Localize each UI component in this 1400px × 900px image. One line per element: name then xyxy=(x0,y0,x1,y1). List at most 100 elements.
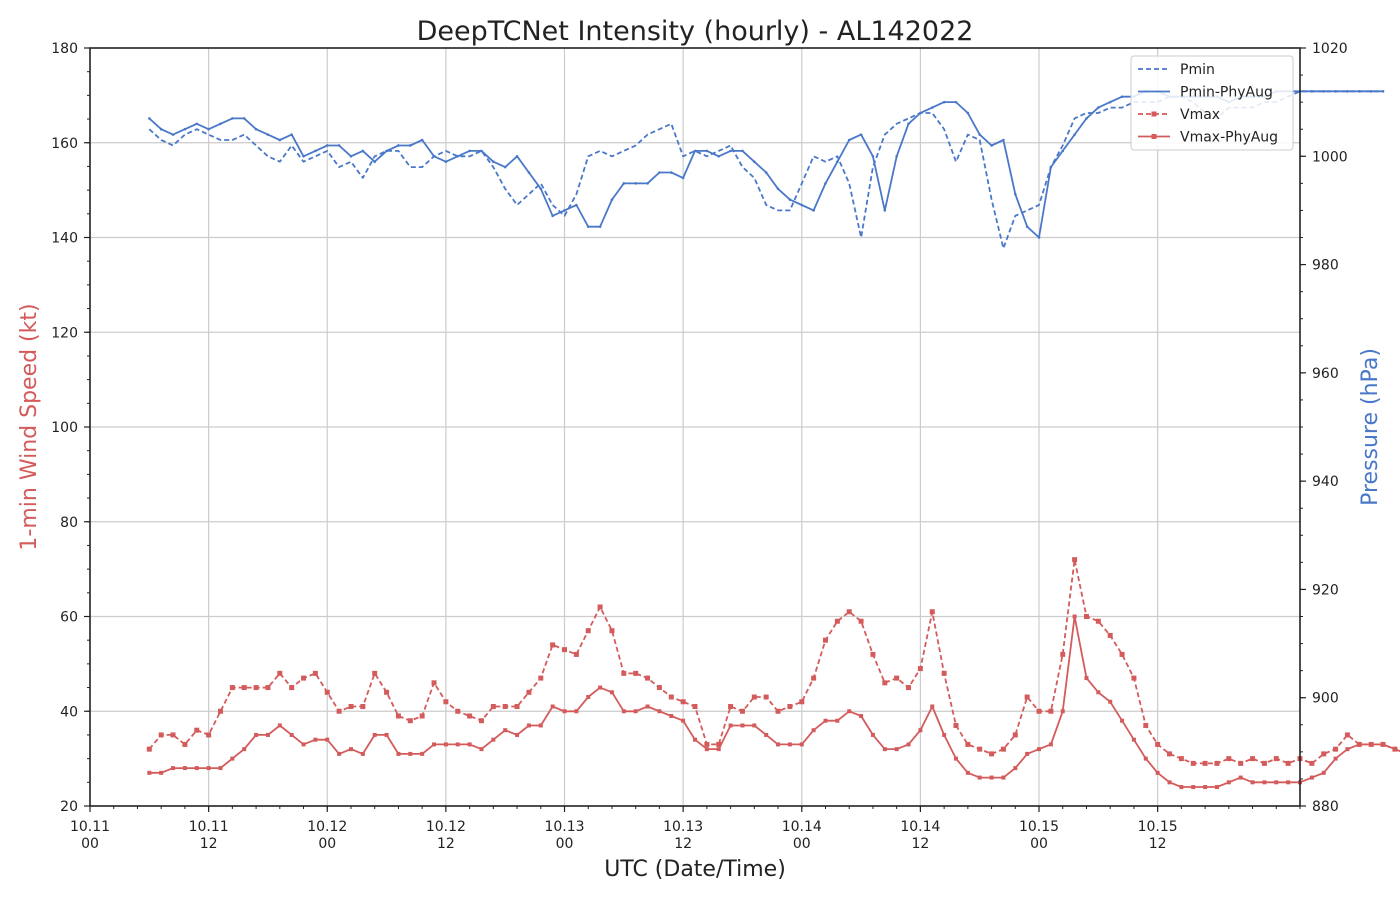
series-point-vmax xyxy=(206,732,212,738)
series-point-vmax xyxy=(1321,751,1327,757)
series-point-pmin-phyaug xyxy=(658,171,661,174)
series-point-vmax xyxy=(170,732,176,738)
series-point-pmin-phyaug xyxy=(480,149,483,153)
series-point-vmax xyxy=(502,704,508,710)
series-point-vmax xyxy=(763,694,769,700)
series-point-pmin-phyaug xyxy=(373,160,377,163)
series-point-vmax xyxy=(336,708,342,714)
series-point-vmax-phyaug xyxy=(265,732,270,737)
series-point-vmax-phyaug xyxy=(989,775,994,780)
series-point-vmax-phyaug xyxy=(1037,747,1042,752)
series-point-vmax-phyaug xyxy=(906,742,911,747)
series-point-pmin-phyaug xyxy=(764,171,768,174)
series-point-pmin-phyaug xyxy=(942,100,946,104)
x-axis-label: UTC (Date/Time) xyxy=(604,857,786,882)
series-point-pmin-phyaug xyxy=(776,187,780,191)
series-point-pmin-phyaug xyxy=(195,122,199,126)
y-left-tick-label: 100 xyxy=(51,420,78,436)
series-point-vmax xyxy=(941,670,947,676)
series-point-vmax xyxy=(217,708,223,714)
series-point-vmax-phyaug xyxy=(1001,775,1006,780)
series-point-vmax xyxy=(1119,651,1125,657)
series-point-vmax xyxy=(953,722,959,728)
series-point-vmax-phyaug xyxy=(1286,780,1291,785)
y-right-tick-label: 960 xyxy=(1312,366,1339,382)
series-point-pmin-phyaug xyxy=(527,171,531,174)
series-point-pmin-phyaug xyxy=(539,187,543,191)
series-point-vmax-phyaug xyxy=(681,718,686,723)
series-point-pmin-phyaug xyxy=(563,209,566,212)
series-point-vmax-phyaug xyxy=(230,756,235,761)
series-point-pmin-phyaug xyxy=(1073,133,1076,136)
series-point-pmin-phyaug xyxy=(919,111,922,115)
series-point-vmax xyxy=(301,675,307,681)
series-lines xyxy=(146,90,1400,790)
series-point-vmax xyxy=(194,727,200,733)
series-point-pmin-phyaug xyxy=(349,154,353,158)
grid xyxy=(90,48,1300,806)
series-point-pmin-phyaug xyxy=(1085,117,1088,120)
series-point-vmax-phyaug xyxy=(254,732,259,737)
series-point-vmax xyxy=(277,670,283,676)
series-point-vmax xyxy=(1309,760,1315,766)
series-point-vmax xyxy=(526,689,532,695)
series-point-vmax-phyaug xyxy=(313,737,318,742)
series-point-vmax-phyaug xyxy=(1167,780,1172,785)
series-point-pmin-phyaug xyxy=(1037,236,1041,239)
series-point-vmax-phyaug xyxy=(799,742,804,747)
series-point-pmin-phyaug xyxy=(990,144,993,147)
series-point-pmin-phyaug xyxy=(1049,165,1053,169)
series-pmin xyxy=(148,90,1383,250)
series-point-vmax-phyaug xyxy=(443,742,448,747)
series-point-vmax xyxy=(562,647,568,653)
y-left-tick-label: 40 xyxy=(60,704,78,720)
series-point-pmin-phyaug xyxy=(1334,90,1337,93)
series-point-vmax-phyaug xyxy=(1262,780,1267,785)
series-point-vmax xyxy=(704,741,710,747)
y-axis-left-ticks: 20 40 60 80 100 120 140 160 180 xyxy=(51,41,90,815)
series-point-pmin-phyaug xyxy=(337,144,341,147)
series-point-pmin-phyaug xyxy=(515,154,519,158)
series-point-vmax xyxy=(1024,694,1030,700)
series-point-vmax-phyaug xyxy=(752,723,757,728)
series-point-pmin-phyaug xyxy=(444,160,448,163)
series-point-vmax-phyaug xyxy=(1203,785,1208,790)
series-vmax xyxy=(146,557,1400,766)
series-point-vmax xyxy=(1250,756,1256,762)
series-point-vmax-phyaug xyxy=(847,709,852,714)
x-tick-label-hour: 00 xyxy=(1030,836,1048,852)
series-point-pmin-phyaug xyxy=(788,198,792,201)
x-tick-label-date: 10.14 xyxy=(900,819,940,835)
series-point-pmin-phyaug xyxy=(302,154,305,158)
series-point-pmin-phyaug xyxy=(207,127,210,131)
y-left-tick-label: 60 xyxy=(60,610,78,626)
series-point-vmax xyxy=(609,628,615,634)
series-point-vmax xyxy=(1095,618,1101,624)
series-point-pmin-phyaug xyxy=(385,149,388,153)
series-point-vmax-phyaug xyxy=(882,747,887,752)
series-point-vmax-phyaug xyxy=(835,718,840,723)
series-point-pmin-phyaug xyxy=(408,144,412,147)
series-point-pmin-phyaug xyxy=(278,138,282,142)
series-point-pmin-phyaug xyxy=(586,225,590,228)
series-point-pmin-phyaug xyxy=(325,144,329,147)
series-point-vmax-phyaug xyxy=(1143,756,1148,761)
legend-box xyxy=(1130,55,1294,151)
series-point-pmin-phyaug xyxy=(634,182,637,185)
x-tick-label-hour: 00 xyxy=(793,836,811,852)
series-point-pmin-phyaug xyxy=(231,117,234,120)
series-point-pmin-phyaug xyxy=(966,111,970,115)
series-point-vmax xyxy=(1202,760,1208,766)
series-point-vmax-phyaug xyxy=(325,737,330,742)
series-point-vmax xyxy=(846,609,852,615)
series-point-vmax xyxy=(265,685,271,691)
series-point-vmax xyxy=(870,651,876,657)
series-point-vmax-phyaug xyxy=(598,685,603,690)
series-point-vmax-phyaug xyxy=(657,709,662,714)
series-point-vmax xyxy=(1333,746,1339,752)
x-tick-label-hour: 00 xyxy=(318,836,336,852)
legend-label-vmax: Vmax xyxy=(1180,107,1220,123)
legend-marker-vmax-phyaug xyxy=(1151,134,1157,139)
x-tick-label-date: 10.11 xyxy=(70,819,110,835)
series-point-vmax-phyaug xyxy=(147,770,152,775)
